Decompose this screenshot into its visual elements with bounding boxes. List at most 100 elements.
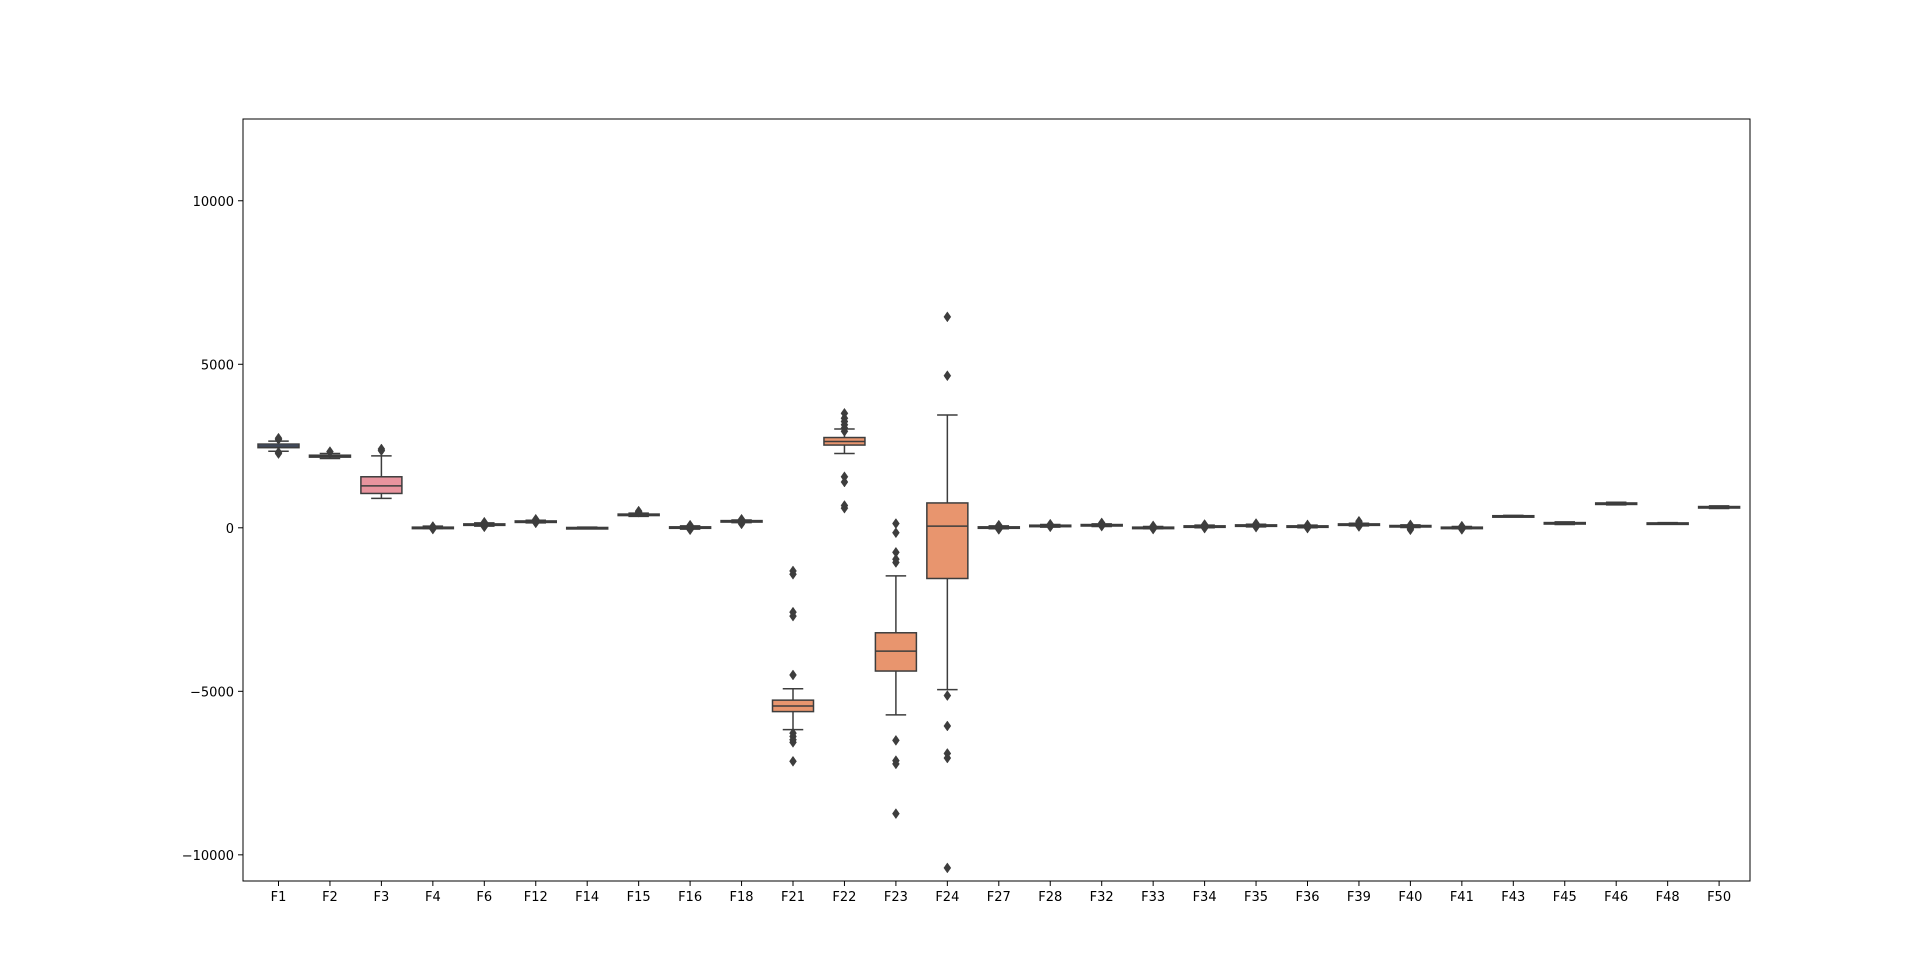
outlier-point: [686, 519, 694, 531]
box-F41: [1440, 520, 1484, 535]
outlier-point: [840, 471, 849, 483]
outlier-point: [377, 443, 386, 455]
axes-frame: [242, 118, 1751, 882]
box-F16: [668, 519, 712, 536]
box-F32: [1080, 517, 1123, 532]
x-tick-label: F21: [781, 890, 805, 905]
outlier-point: [789, 755, 797, 767]
box-F40: [1389, 519, 1432, 536]
x-tick-label: F36: [1295, 890, 1319, 905]
outlier-point: [789, 610, 797, 622]
outlier-point: [1252, 518, 1260, 529]
box-iqr: [926, 502, 969, 580]
outlier-point: [789, 568, 797, 580]
outlier-point: [1046, 518, 1055, 530]
x-tick-label: F40: [1398, 890, 1422, 905]
x-axis: F1 F2 F3 F4 F6 F12 F14 F15 F16 F18 F21 F22 F23 F24 F27…: [271, 881, 1731, 905]
outlier-point: [480, 516, 489, 528]
outlier-point: [634, 505, 643, 517]
y-tick-label: 0: [226, 522, 234, 537]
box-F34: [1183, 519, 1226, 534]
x-tick-label: F32: [1090, 890, 1114, 905]
x-tick-label: F28: [1038, 890, 1062, 905]
x-tick-label: F2: [322, 890, 338, 905]
box-F35: [1234, 518, 1278, 533]
box-F46: [1594, 501, 1638, 506]
plot-area: [257, 311, 1741, 874]
box-F14: [565, 526, 609, 530]
outlier-point: [943, 690, 952, 702]
outlier-point: [892, 808, 900, 820]
box-F21: [771, 565, 815, 767]
box-iqr: [874, 632, 918, 672]
box-F15: [617, 505, 660, 518]
x-tick-label: F24: [935, 890, 959, 905]
box-iqr: [360, 476, 403, 495]
outlier-point: [429, 521, 437, 532]
x-tick-label: F50: [1707, 890, 1731, 905]
outlier-point: [274, 432, 283, 444]
x-tick-label: F22: [832, 890, 856, 905]
x-tick-label: F39: [1347, 890, 1371, 905]
x-tick-label: F23: [884, 890, 908, 905]
x-tick-label: F16: [678, 890, 702, 905]
outlier-point: [943, 752, 952, 764]
y-tick-label: 10000: [193, 195, 234, 210]
outlier-point: [994, 519, 1003, 531]
x-tick-label: F4: [425, 890, 441, 905]
outlier-point: [892, 527, 900, 539]
box-F45: [1543, 521, 1586, 526]
x-tick-label: F14: [575, 890, 599, 905]
x-tick-label: F34: [1193, 890, 1217, 905]
box-F6: [463, 516, 506, 533]
box-F4: [411, 521, 455, 535]
y-axis: 10000 5000 0 −5000 −10000: [182, 195, 243, 864]
box-F22: [823, 407, 866, 514]
x-tick-label: F41: [1450, 890, 1474, 905]
outlier-point: [789, 669, 797, 681]
outlier-point: [1200, 519, 1209, 530]
box-F39: [1337, 515, 1381, 532]
box-F33: [1131, 520, 1175, 535]
x-tick-label: F33: [1141, 890, 1165, 905]
x-tick-label: F1: [271, 890, 287, 905]
box-F3: [360, 443, 403, 500]
box-F2: [308, 446, 352, 460]
box-F12: [514, 513, 557, 529]
outlier-point: [892, 758, 900, 770]
outlier-point: [531, 513, 540, 525]
box-F18: [720, 513, 763, 530]
box-F43: [1492, 514, 1535, 518]
outlier-point: [1406, 519, 1415, 531]
outlier-point: [789, 736, 797, 748]
outlier-point: [892, 734, 900, 746]
y-tick-label: 5000: [201, 358, 234, 373]
box-F28: [1029, 518, 1072, 533]
box-F36: [1286, 519, 1329, 534]
outlier-point: [943, 370, 952, 382]
outlier-point: [840, 500, 849, 511]
x-tick-label: F6: [476, 890, 492, 905]
outlier-point: [1097, 517, 1106, 529]
box-F48: [1646, 521, 1689, 526]
outlier-point: [1149, 520, 1157, 532]
y-tick-label: −5000: [190, 685, 234, 700]
outlier-point: [943, 862, 952, 874]
x-tick-label: F3: [374, 890, 390, 905]
box-F24: [926, 311, 969, 874]
y-tick-label: −10000: [182, 849, 234, 864]
outlier-point: [840, 407, 849, 419]
x-tick-label: F43: [1501, 890, 1525, 905]
outlier-point: [326, 446, 334, 458]
x-tick-label: F46: [1604, 890, 1628, 905]
outlier-point: [1458, 520, 1466, 532]
box-F23: [874, 518, 918, 820]
outlier-point: [737, 513, 746, 525]
box-F50: [1697, 505, 1741, 510]
box-F1: [257, 432, 300, 459]
x-tick-label: F15: [627, 890, 651, 905]
outlier-point: [1355, 515, 1363, 527]
x-tick-label: F18: [730, 890, 754, 905]
